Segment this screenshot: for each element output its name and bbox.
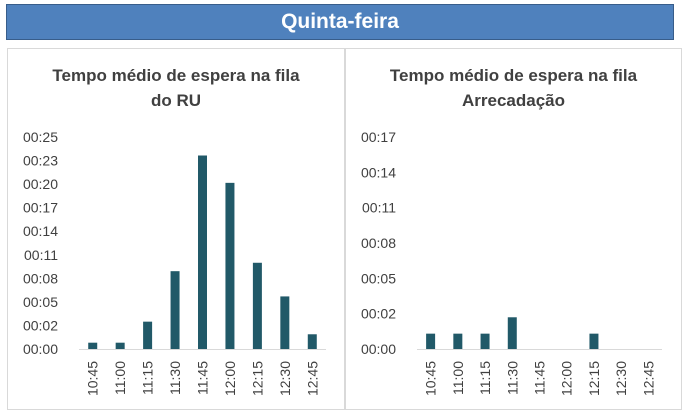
y-tick-label: 00:17 xyxy=(23,200,58,216)
y-tick-label: 00:08 xyxy=(23,270,58,286)
y-tick-label: 00:23 xyxy=(23,153,58,169)
chart-title-line-2: do RU xyxy=(150,91,202,110)
x-tick-label: 11:00 xyxy=(112,361,128,395)
x-tick-label: 10:45 xyxy=(423,361,439,396)
x-tick-label: 12:45 xyxy=(640,361,656,396)
x-tick-label: 11:45 xyxy=(532,361,548,395)
bar xyxy=(115,342,125,349)
x-tick-label: 11:45 xyxy=(195,361,211,395)
y-tick-label: 00:17 xyxy=(361,129,396,145)
y-tick-label: 00:00 xyxy=(361,341,396,357)
y-tick-label: 00:05 xyxy=(23,294,58,310)
x-tick-label: 11:30 xyxy=(167,361,183,395)
bar xyxy=(252,262,262,349)
y-tick-label: 00:14 xyxy=(23,223,58,239)
bar xyxy=(480,333,490,349)
y-tick-label: 00:14 xyxy=(361,164,396,180)
bar-chart-arrecadacao: 00:00 00:02 00:05 00:08 00:11 00:14 00:17 10:45… xyxy=(361,129,662,396)
bar xyxy=(507,317,517,349)
y-tick-label: 00:11 xyxy=(24,247,58,263)
chart-title: Tempo médio de espera na fila do RU xyxy=(8,63,344,113)
x-tick-label: 12:15 xyxy=(249,361,265,396)
y-tick-label: 00:25 xyxy=(23,129,58,145)
y-tick-label: 00:08 xyxy=(361,235,396,251)
bar xyxy=(426,333,436,349)
bar xyxy=(225,182,235,349)
bar xyxy=(88,342,98,349)
bar xyxy=(170,271,180,349)
x-tick-label: 10:45 xyxy=(85,361,101,396)
chart-title-line-1: Tempo médio de espera na fila xyxy=(389,66,638,85)
bar-chart-ru: 00:00 00:02 00:05 00:08 00:11 00:14 00:17 00:20… xyxy=(23,129,326,396)
y-tick-label: 00:00 xyxy=(23,341,58,357)
x-tick-label: 12:00 xyxy=(559,361,575,396)
bar xyxy=(453,333,463,349)
y-tick-label: 00:05 xyxy=(361,270,396,286)
chart-title-line-1: Tempo médio de espera na fila xyxy=(52,66,300,85)
y-tick-label: 00:02 xyxy=(361,306,396,322)
bar xyxy=(280,296,290,349)
x-tick-label: 12:15 xyxy=(586,361,602,396)
x-tick-label: 11:15 xyxy=(477,361,493,395)
x-tick-label: 12:30 xyxy=(277,361,293,396)
y-tick-label: 00:20 xyxy=(23,176,58,192)
bar xyxy=(589,333,599,349)
y-tick-label: 00:02 xyxy=(23,317,58,333)
chart-title-line-2: Arrecadação xyxy=(461,91,565,110)
bar xyxy=(198,155,207,349)
x-tick-label: 11:00 xyxy=(450,361,466,395)
x-tick-label: 11:30 xyxy=(504,361,520,395)
day-title: Quinta-feira xyxy=(281,10,399,33)
x-tick-label: 11:15 xyxy=(140,361,156,395)
x-tick-label: 12:00 xyxy=(222,361,238,396)
y-tick-label: 00:11 xyxy=(362,200,396,216)
bar xyxy=(307,334,317,349)
day-banner: Quinta-feira xyxy=(6,4,674,40)
chart-panel-ru: Tempo médio de espera na fila do RU 00:0… xyxy=(7,48,345,410)
chart-title: Tempo médio de espera na fila Arrecadaçã… xyxy=(346,63,681,113)
x-tick-label: 12:30 xyxy=(613,361,629,396)
chart-panel-arrecadacao: Tempo médio de espera na fila Arrecadaçã… xyxy=(345,48,682,410)
x-tick-label: 12:45 xyxy=(304,361,320,396)
bar xyxy=(143,321,153,349)
